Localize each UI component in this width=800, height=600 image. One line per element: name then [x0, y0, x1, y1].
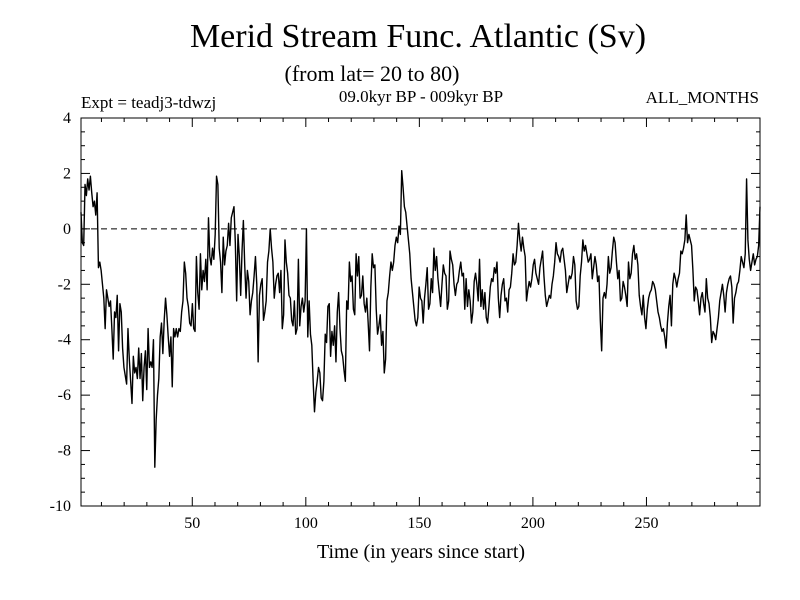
x-tick-label: 150 [407, 515, 431, 532]
y-tick-label: 2 [63, 165, 71, 182]
chart-subtitle: (from lat= 20 to 80) [285, 61, 460, 86]
y-tick-label: -2 [58, 276, 71, 293]
y-tick-label: 0 [63, 221, 71, 238]
y-tick-label: -8 [58, 443, 71, 460]
y-tick-label: -4 [58, 332, 71, 349]
y-tick-label: 4 [63, 110, 71, 127]
x-axis-label: Time (in years since start) [317, 541, 525, 563]
series-line [80, 169, 761, 468]
y-tick-label: -6 [58, 387, 71, 404]
experiment-label: Expt = teadj3-tdwzj [81, 93, 216, 112]
y-tick-label: -10 [50, 498, 71, 515]
chart-title: Merid Stream Func. Atlantic (Sv) [190, 18, 646, 55]
period-label: 09.0kyr BP - 009kyr BP [339, 87, 503, 106]
months-label: ALL_MONTHS [646, 88, 759, 107]
x-tick-label: 50 [184, 515, 200, 532]
x-tick-label: 200 [521, 515, 545, 532]
x-tick-label: 100 [294, 515, 318, 532]
plot-area: 50 100 150 200 250 4 2 0 -2 -4 -6 -8 -10 [50, 110, 761, 532]
x-tick-label: 250 [634, 515, 658, 532]
